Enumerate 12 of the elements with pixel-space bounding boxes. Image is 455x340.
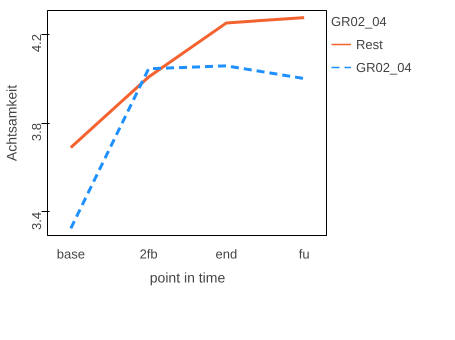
legend-label: Rest: [356, 36, 383, 52]
x-tick-label: base: [56, 246, 85, 262]
x-axis-title: point in time: [150, 270, 226, 286]
y-tick-label: 3.4: [29, 212, 44, 230]
y-tick-label: 4.2: [29, 34, 44, 52]
x-tick-label: 2fb: [140, 246, 158, 262]
y-axis-title: Achtsamkeit: [4, 84, 20, 162]
y-tick-label: 3.8: [29, 122, 44, 142]
x-tick-label: end: [216, 246, 238, 262]
legend-label: GR02_04: [356, 60, 412, 74]
x-tick-label: fu: [298, 246, 310, 262]
legend-title: GR02_04: [331, 14, 388, 29]
